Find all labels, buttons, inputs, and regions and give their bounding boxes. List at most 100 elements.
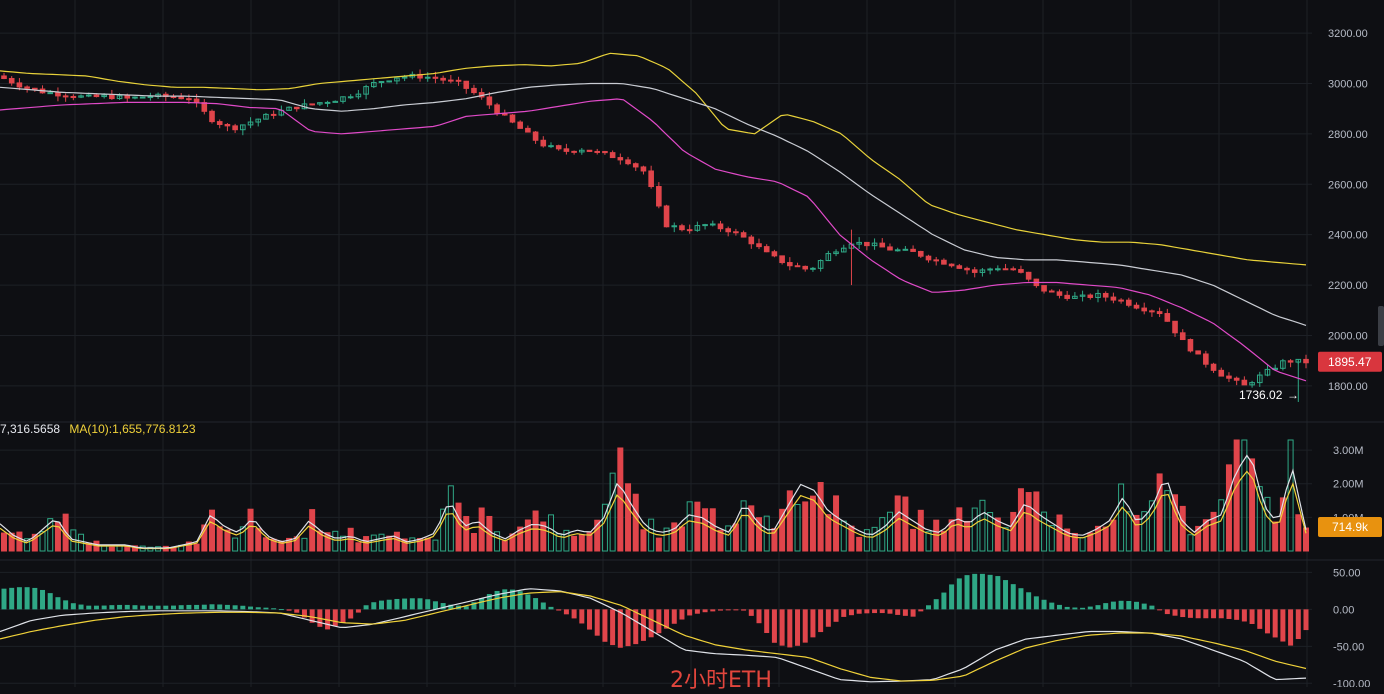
- candle-body: [802, 265, 809, 270]
- macd-histogram-bar: [841, 609, 847, 617]
- macd-histogram-bar: [1264, 609, 1270, 634]
- candle-body: [717, 223, 724, 230]
- volume-bar: [540, 521, 547, 552]
- volume-bar: [625, 483, 632, 552]
- volume-bar: [748, 505, 755, 552]
- volume-bar: [470, 532, 477, 552]
- macd-histogram-bar: [1003, 580, 1009, 610]
- macd-histogram-bar: [1211, 609, 1217, 619]
- candle-body: [956, 265, 963, 269]
- macd-histogram-bar: [1195, 609, 1201, 619]
- macd-histogram-bar: [594, 609, 600, 636]
- volume-bar: [910, 528, 917, 552]
- price-panel[interactable]: [0, 52, 1309, 402]
- volume-bar: [417, 538, 424, 552]
- candle-body: [1164, 313, 1171, 322]
- candle-body: [263, 113, 269, 120]
- volume-bar: [571, 535, 578, 552]
- macd-histogram-bar: [448, 604, 454, 610]
- candle-body: [1010, 268, 1017, 271]
- candle-body: [933, 259, 940, 262]
- macd-histogram-bar: [1172, 609, 1178, 616]
- volume-bar: [424, 537, 431, 552]
- candle-body: [609, 152, 616, 159]
- macd-histogram-bar: [895, 609, 901, 615]
- volume-bar: [871, 526, 878, 552]
- macd-histogram-bar: [1080, 607, 1086, 610]
- candle-body: [1233, 377, 1240, 381]
- volume-bar: [532, 510, 539, 552]
- candle-body: [193, 98, 200, 104]
- macd-histogram-bar: [1010, 584, 1016, 610]
- volume-bar: [332, 530, 339, 552]
- macd-histogram-bar: [240, 605, 246, 610]
- candle-body: [632, 163, 639, 168]
- macd-histogram-bar: [24, 587, 30, 610]
- candle-body: [455, 79, 462, 82]
- candle-body: [555, 145, 562, 150]
- candle-body: [32, 87, 38, 90]
- macd-histogram-bar: [286, 609, 292, 611]
- macd-histogram-bar: [1110, 601, 1116, 610]
- candle-body: [594, 150, 601, 153]
- macd-histogram-bar: [9, 587, 15, 610]
- macd-histogram-bar: [563, 609, 569, 615]
- candle-body: [309, 103, 315, 106]
- volume-bar: [925, 531, 932, 552]
- volume-bar: [147, 546, 154, 552]
- macd-histogram-bar: [548, 606, 554, 610]
- macd-histogram-bar: [679, 609, 685, 620]
- volume-bar: [494, 531, 501, 552]
- volume-bar: [694, 501, 701, 552]
- macd-histogram-bar: [818, 609, 824, 633]
- macd-panel[interactable]: [0, 573, 1309, 683]
- macd-histogram-bar: [47, 593, 53, 610]
- macd-histogram-bar: [263, 607, 269, 610]
- macd-histogram-bar: [1280, 609, 1286, 642]
- volume-bar: [1202, 519, 1209, 552]
- macd-histogram-bar: [964, 575, 970, 610]
- volume-bar: [817, 482, 824, 552]
- macd-histogram-bar: [1187, 609, 1193, 618]
- macd-histogram-bar: [795, 609, 801, 646]
- volume-bar: [740, 500, 747, 552]
- macd-histogram-bar: [40, 589, 46, 610]
- macd-histogram-bar: [440, 603, 446, 610]
- macd-histogram-bar: [671, 609, 677, 624]
- volume-bar: [1233, 439, 1240, 552]
- macd-histogram-bar: [733, 609, 739, 611]
- volume-ma10-line: [0, 470, 1307, 550]
- macd-histogram-bar: [1164, 609, 1170, 615]
- volume-bar: [524, 519, 531, 552]
- macd-histogram-bar: [879, 609, 885, 614]
- candle-body: [85, 94, 92, 97]
- candle-body: [109, 94, 115, 100]
- macd-histogram-bar: [278, 609, 284, 611]
- candle-body: [270, 113, 277, 116]
- macd-histogram-bar: [571, 609, 577, 619]
- macd-histogram-bar: [394, 598, 400, 610]
- macd-histogram-bar: [32, 587, 38, 610]
- candle-body: [879, 242, 886, 248]
- macd-tick-label: -50.00: [1333, 641, 1364, 653]
- macd-histogram-bar: [1226, 609, 1232, 619]
- macd-histogram-bar: [610, 609, 616, 646]
- candle-body: [355, 93, 362, 98]
- volume-panel[interactable]: [0, 439, 1309, 552]
- macd-histogram-bar: [979, 573, 985, 610]
- macd-tick-label: 50.00: [1333, 567, 1361, 579]
- volume-bar: [247, 508, 254, 552]
- candle-body: [702, 224, 708, 227]
- volume-bar: [1048, 525, 1055, 552]
- volume-ma5-line: [0, 454, 1307, 549]
- candle-body: [971, 269, 978, 273]
- volume-tick-label: 3.00M: [1333, 445, 1364, 457]
- panel-resize-handle[interactable]: [1378, 306, 1384, 346]
- macd-histogram-bar: [640, 609, 646, 641]
- volume-bar: [255, 528, 262, 552]
- candle-body: [948, 263, 955, 267]
- candle-body: [840, 247, 847, 253]
- macd-histogram-bar: [1249, 609, 1255, 624]
- candle-body: [55, 92, 61, 97]
